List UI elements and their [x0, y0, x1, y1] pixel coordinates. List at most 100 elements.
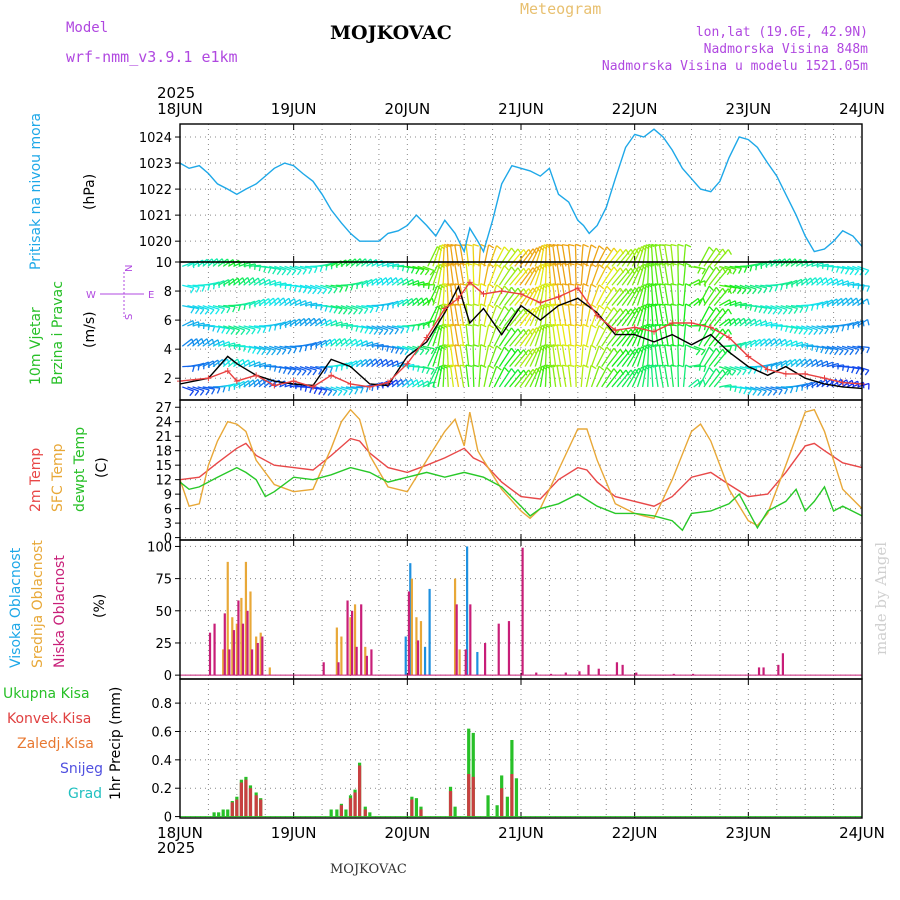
wind-barb: [304, 317, 315, 327]
wind-barb-flag: [598, 284, 605, 290]
y-tick-label: 50: [155, 605, 172, 620]
wind-barb: [703, 286, 717, 306]
wind-barb: [631, 305, 643, 327]
wind-barb: [631, 265, 643, 286]
wind-barb-flag: [269, 364, 272, 371]
wind-barb: [744, 386, 757, 392]
wind-barb: [718, 318, 730, 327]
compass-e: E: [148, 290, 154, 301]
wind-barb: [631, 326, 643, 347]
wind-barb: [654, 324, 659, 347]
wind-barb-flag: [727, 308, 733, 315]
wind-barb: [483, 324, 490, 347]
wind-barb: [805, 380, 818, 388]
wind-barb-flag: [625, 308, 630, 315]
wind-barb: [529, 346, 541, 367]
wind-barb: [361, 325, 374, 330]
wind-barb-flag: [209, 309, 215, 315]
wind-barb-flag: [322, 389, 328, 396]
wind-barb-flag: [613, 307, 619, 313]
y-tick-label: 4: [164, 343, 172, 358]
wind-barb-flag: [415, 268, 420, 275]
wind-barb-flag: [613, 266, 619, 273]
wind-barb: [539, 344, 545, 367]
wind-barb: [304, 365, 317, 371]
wind-barb: [636, 245, 645, 267]
wind-barb-flag: [849, 349, 855, 356]
wind-barb: [498, 286, 513, 306]
wind-barb: [749, 338, 761, 347]
wind-barb: [821, 325, 834, 329]
wind-barb: [616, 288, 632, 306]
wind-barb-flag: [348, 389, 354, 396]
wind-barb: [841, 345, 854, 351]
wind-barb: [509, 249, 525, 267]
wind-barb: [417, 282, 430, 286]
wind-barb: [454, 244, 460, 267]
wind-barb: [356, 304, 368, 310]
wind-barb: [795, 325, 808, 331]
wind-barb: [698, 246, 710, 267]
bar-4-0: [414, 798, 419, 817]
wind-barb-flag: [220, 308, 226, 315]
wind-barb: [708, 248, 724, 267]
wind-barb: [739, 386, 752, 391]
wind-barb: [197, 304, 210, 311]
wind-barb: [821, 277, 832, 286]
wind-barb-flag: [190, 307, 195, 314]
wind-barb: [658, 244, 664, 267]
wind-barb-flag: [826, 264, 829, 271]
wind-barb: [340, 323, 353, 327]
wind-barb: [580, 244, 584, 267]
wind-barb: [596, 265, 608, 286]
wind-barb: [330, 284, 343, 288]
wind-barb-flag: [199, 390, 205, 396]
wind-barb: [574, 283, 577, 306]
wind-barb-flag: [793, 328, 799, 334]
wind-barb-flag: [738, 267, 743, 274]
wind-barb: [567, 324, 572, 347]
wind-barb-flag: [365, 386, 369, 393]
wind-barb: [708, 287, 724, 306]
wind-barb-flag: [606, 366, 612, 373]
wind-barb-flag: [523, 268, 528, 274]
wind-barb-flag: [708, 367, 714, 373]
wind-barb-flag: [510, 347, 516, 354]
footer-station: MOJKOVAC: [330, 862, 407, 877]
wind-barb: [228, 381, 240, 388]
wind-barb: [534, 284, 543, 306]
wind-barb-flag: [268, 325, 272, 332]
wind-barb: [580, 364, 584, 387]
wind-barb-flag: [857, 283, 860, 290]
wind-barb: [663, 344, 669, 367]
wind-barb: [580, 344, 584, 367]
wind-barb-flag: [201, 285, 206, 292]
wind-barb: [268, 297, 279, 307]
wind-barb: [371, 358, 382, 368]
wind-barb-flag: [824, 328, 829, 335]
wind-barb-flag: [510, 327, 516, 333]
wind-barb: [253, 378, 264, 388]
wind-barb: [601, 266, 615, 286]
wind-barb: [182, 284, 195, 289]
bar-4-0: [467, 728, 471, 817]
wind-barb-flag: [211, 338, 215, 346]
wind-barb: [437, 344, 443, 367]
wind-barb-flag: [262, 326, 267, 333]
wind-barb: [548, 324, 552, 347]
wind-barb: [263, 297, 274, 307]
wind-barb: [631, 285, 643, 306]
wind-barb: [574, 344, 577, 367]
wind-barb-flag: [496, 264, 502, 269]
wind-barb-flag: [503, 346, 509, 352]
wind-barb: [202, 386, 215, 390]
wind-barb-flag: [216, 326, 221, 333]
wind-barb: [422, 345, 435, 350]
wind-barb: [454, 365, 460, 388]
wind-barb: [548, 364, 552, 387]
wind-barb: [534, 365, 543, 388]
wind-barb-flag: [282, 368, 287, 374]
wind-barb: [805, 277, 816, 286]
wind-barb: [534, 345, 543, 367]
y-tick-label: 0.6: [151, 725, 172, 740]
